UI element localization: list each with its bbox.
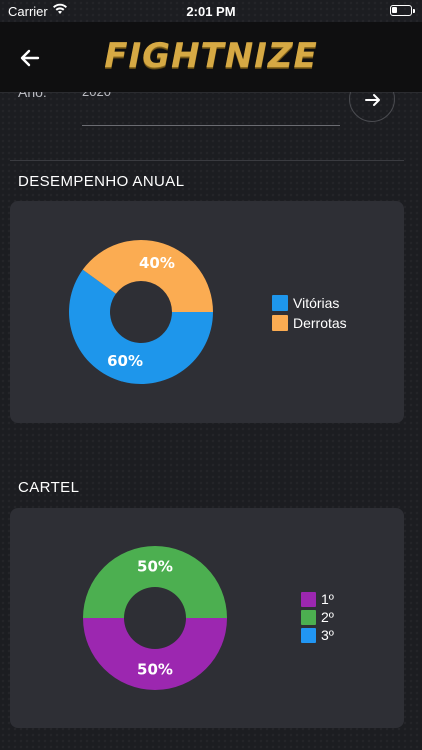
record-chart-legend: 1º 2º 3º [301, 590, 334, 644]
legend-swatch [272, 295, 288, 311]
status-bar: Carrier 2:01 PM [0, 0, 422, 22]
next-year-button[interactable] [349, 92, 395, 122]
legend-label: 3º [321, 627, 334, 643]
arrow-right-icon [365, 94, 380, 106]
battery-icon [390, 5, 415, 16]
app-logo: FIGHTNIZE [104, 36, 318, 76]
arrow-left-icon [20, 49, 40, 67]
clock-time: 2:01 PM [186, 4, 236, 19]
legend-item: Vitórias [272, 293, 347, 313]
section-divider [10, 160, 404, 161]
slice-label: 50% [137, 661, 173, 679]
annual-donut-chart: 60% 40% [69, 240, 213, 384]
wifi-icon [52, 3, 68, 18]
carrier-label: Carrier [8, 4, 48, 19]
donut-slice-2º [83, 546, 227, 618]
annual-performance-card: 60% 40% Vitórias Derrotas [10, 201, 404, 423]
record-title: CARTEL [18, 479, 80, 496]
slice-label: 60% [107, 352, 143, 370]
legend-item: Derrotas [272, 313, 347, 333]
donut-slice-Derrotas [82, 240, 213, 312]
legend-swatch [272, 315, 288, 331]
legend-label: Derrotas [293, 315, 347, 331]
year-select-underline [82, 125, 340, 126]
legend-swatch [301, 627, 316, 643]
legend-swatch [301, 591, 316, 607]
slice-label: 40% [139, 254, 175, 272]
year-label: Ano: [18, 92, 47, 100]
legend-label: Vitórias [293, 295, 340, 311]
back-button[interactable] [16, 44, 44, 72]
legend-swatch [301, 609, 316, 625]
legend-label: 1º [321, 591, 334, 607]
record-card: 50% 50% 1º 2º 3º [10, 508, 404, 728]
record-donut-chart: 50% 50% [83, 546, 227, 690]
annual-chart-legend: Vitórias Derrotas [272, 293, 347, 333]
year-select[interactable]: 2020 [82, 92, 111, 99]
year-filter: Ano: 2020 [0, 92, 422, 152]
legend-item: 3º [301, 626, 334, 644]
legend-item: 2º [301, 608, 334, 626]
donut-slice-Vitórias [69, 269, 213, 384]
legend-item: 1º [301, 590, 334, 608]
slice-label: 50% [137, 558, 173, 576]
annual-performance-title: DESEMPENHO ANUAL [18, 173, 185, 190]
legend-label: 2º [321, 609, 334, 625]
app-header: FIGHTNIZE [0, 22, 422, 93]
donut-slice-1º [83, 618, 227, 690]
